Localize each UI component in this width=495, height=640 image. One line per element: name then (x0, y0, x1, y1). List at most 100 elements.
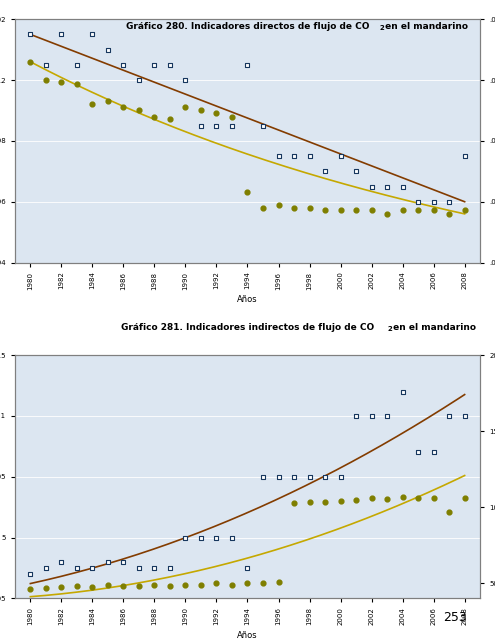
Point (305, 203, 313, 213)
Point (119, 102, 127, 112)
Point (321, 497, 329, 507)
Text: Gráfico 281. Indicadores indirectos de flujo de CO: Gráfico 281. Indicadores indirectos de f… (121, 323, 374, 332)
Point (383, 493, 391, 504)
Point (182, 75, 190, 85)
Point (57, 557, 65, 567)
Point (73, 563, 81, 573)
Point (42, 563, 50, 573)
Point (337, 496, 345, 506)
Point (244, 563, 251, 573)
Point (414, 205, 422, 215)
Point (197, 532, 205, 543)
Point (89, 582, 97, 592)
Point (383, 209, 391, 219)
Point (290, 497, 298, 508)
Point (290, 203, 298, 213)
Point (414, 196, 422, 207)
Point (290, 151, 298, 161)
Point (166, 60, 174, 70)
Point (445, 411, 453, 421)
Point (244, 578, 251, 588)
Point (445, 209, 453, 219)
Point (398, 387, 406, 397)
Legend: Kg CO2/Kg producto, t CO2/€ producto: Kg CO2/Kg producto, t CO2/€ producto (151, 360, 344, 376)
X-axis label: Años: Años (237, 295, 258, 304)
Point (212, 120, 220, 131)
Point (275, 577, 283, 587)
Point (135, 581, 143, 591)
Point (368, 411, 376, 421)
Text: * Fuente: Elaboración propia.: * Fuente: Elaboración propia. (15, 413, 106, 419)
Point (275, 200, 283, 211)
Point (42, 75, 50, 85)
Point (368, 181, 376, 191)
Point (259, 203, 267, 213)
Point (104, 580, 112, 590)
Point (398, 181, 406, 191)
Point (166, 114, 174, 124)
Point (89, 99, 97, 109)
Point (26, 29, 34, 40)
Point (383, 411, 391, 421)
Point (150, 563, 158, 573)
Point (352, 166, 360, 177)
Point (42, 60, 50, 70)
Point (135, 563, 143, 573)
Point (73, 60, 81, 70)
Point (182, 102, 190, 112)
Point (368, 493, 376, 503)
Point (368, 205, 376, 215)
Point (42, 582, 50, 593)
Point (104, 45, 112, 55)
Point (461, 411, 469, 421)
Point (57, 29, 65, 40)
Point (321, 472, 329, 482)
Point (290, 472, 298, 482)
Point (244, 60, 251, 70)
Point (228, 120, 236, 131)
Point (383, 181, 391, 191)
Point (104, 557, 112, 567)
Text: 253: 253 (444, 611, 467, 624)
Point (259, 120, 267, 131)
Point (337, 472, 345, 482)
Point (461, 205, 469, 215)
Point (89, 29, 97, 40)
Point (57, 582, 65, 592)
Point (73, 79, 81, 89)
Point (150, 111, 158, 122)
Text: 2: 2 (380, 25, 385, 31)
Point (259, 472, 267, 482)
Point (26, 57, 34, 67)
Point (337, 205, 345, 215)
Point (352, 411, 360, 421)
Point (259, 578, 267, 588)
Point (305, 472, 313, 482)
Text: en el mandarino: en el mandarino (382, 22, 468, 31)
Point (150, 580, 158, 590)
Point (337, 151, 345, 161)
Point (73, 581, 81, 591)
Text: Gráfico 280. Indicadores directos de flujo de CO: Gráfico 280. Indicadores directos de flu… (126, 22, 369, 31)
Point (430, 196, 438, 207)
Point (445, 507, 453, 517)
Point (197, 106, 205, 116)
Point (104, 95, 112, 106)
Point (166, 581, 174, 591)
Point (135, 75, 143, 85)
Point (212, 108, 220, 118)
Point (430, 493, 438, 503)
Point (166, 563, 174, 573)
Point (26, 584, 34, 594)
Point (212, 532, 220, 543)
Point (119, 581, 127, 591)
Point (321, 205, 329, 215)
Point (197, 120, 205, 131)
Point (228, 580, 236, 590)
Point (182, 580, 190, 590)
Point (57, 77, 65, 88)
Point (275, 151, 283, 161)
Point (135, 106, 143, 116)
Point (305, 497, 313, 507)
Point (150, 60, 158, 70)
